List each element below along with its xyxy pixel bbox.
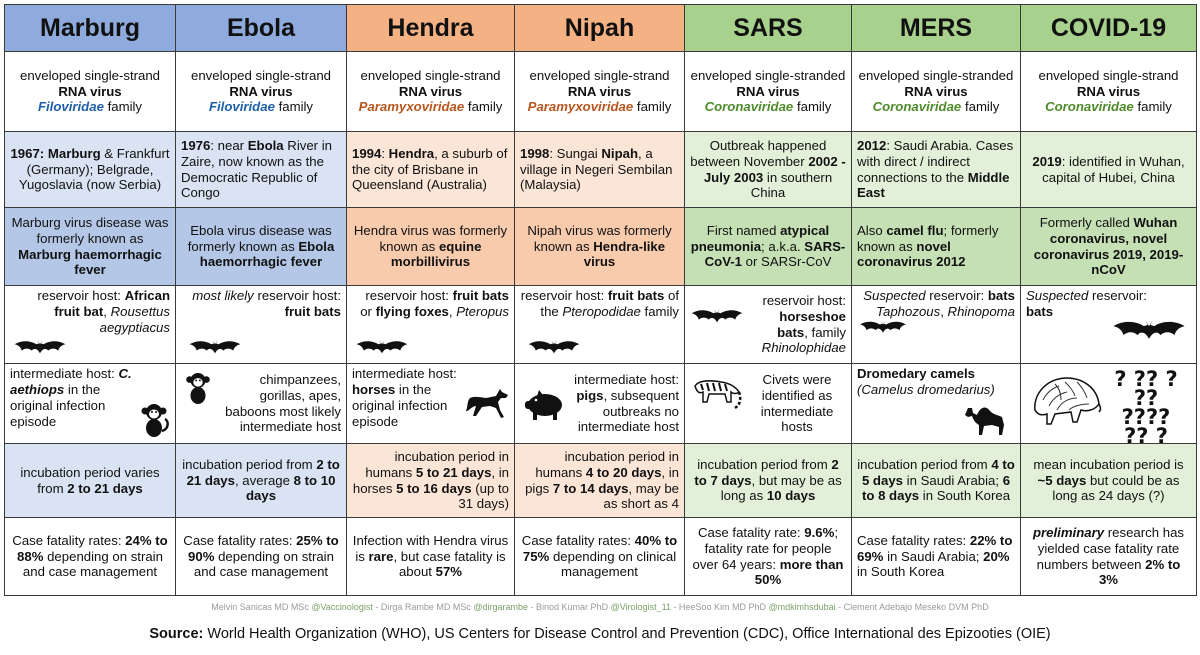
- type-covid19: enveloped single-strand RNA virus Corona…: [1020, 51, 1197, 132]
- camel-icon: [965, 407, 1004, 435]
- reservoir-hendra: reservoir host: fruit bats or flying fox…: [346, 285, 515, 364]
- incubation-mers: incubation period from 4 to 5 days in Sa…: [851, 443, 1021, 518]
- fatality-covid19: preliminary research has yielded case fa…: [1020, 517, 1197, 596]
- family-label: Paramyxoviridae: [358, 99, 465, 115]
- reservoir-sars: reservoir host: horseshoe bats, family R…: [684, 285, 852, 364]
- twitter-handle: @mdkimhsdubai: [768, 602, 836, 612]
- fatality-ebola: Case fatality rates: 25% to 90% dependin…: [175, 517, 347, 596]
- former-sars: First named atypical pneumonia; a.k.a. S…: [684, 207, 852, 286]
- type-ebola: enveloped single-strand RNA virus Filovi…: [175, 51, 347, 132]
- source-line: Source: World Health Organization (WHO),…: [0, 626, 1200, 642]
- twitter-handle: @dirgarambe: [473, 602, 529, 612]
- former-hendra: Hendra virus was formerly known as equin…: [346, 207, 515, 286]
- fatality-hendra: Infection with Hendra virus is rare, but…: [346, 517, 515, 596]
- type-mers: enveloped single-stranded RNA virus Coro…: [851, 51, 1021, 132]
- intermediate-hendra: intermediate host: horses in the origina…: [346, 363, 515, 444]
- former-names-row: Marburg virus disease was formerly known…: [4, 207, 1197, 286]
- former-marburg: Marburg virus disease was formerly known…: [4, 207, 176, 286]
- type-hendra: enveloped single-strand RNA virus Paramy…: [346, 51, 515, 132]
- origin-nipah: 1998: Sungai Nipah, a village in Negeri …: [514, 131, 685, 208]
- intermediate-nipah: intermediate host: pigs, subsequent outb…: [514, 363, 685, 444]
- header-marburg: Marburg: [4, 4, 176, 52]
- type-sars: enveloped single-stranded RNA virus Coro…: [684, 51, 852, 132]
- incubation-row: incubation period varies from 2 to 21 da…: [4, 443, 1197, 518]
- civet-icon: [694, 380, 742, 410]
- fatality-marburg: Case fatality rates: 24% to 88% dependin…: [4, 517, 176, 596]
- bat-icon: [860, 320, 906, 333]
- reservoir-mers: Suspected reservoir: bats Taphozous, Rhi…: [851, 285, 1021, 364]
- family-label: Coronaviridae: [872, 99, 962, 115]
- incubation-sars: incubation period from 2 to 7 days, but …: [684, 443, 852, 518]
- origin-sars: Outbreak happened between November 2002 …: [684, 131, 852, 208]
- reservoir-marburg: reservoir host: African fruit bat, Rouse…: [4, 285, 176, 364]
- origin-hendra: 1994: Hendra, a suburb of the city of Br…: [346, 131, 515, 208]
- pig-icon: [525, 390, 562, 420]
- reservoir-nipah: reservoir host: fruit bats of the Pterop…: [514, 285, 685, 364]
- header-hendra: Hendra: [346, 4, 515, 52]
- bat-icon: [189, 339, 241, 354]
- incubation-hendra: incubation period in humans 5 to 21 days…: [346, 443, 515, 518]
- bat-icon: [14, 339, 66, 354]
- fatality-nipah: Case fatality rates: 40% to 75% dependin…: [514, 517, 685, 596]
- family-label: Coronaviridae: [704, 99, 794, 115]
- incubation-nipah: incubation period in humans 4 to 20 days…: [514, 443, 685, 518]
- header-mers: MERS: [851, 4, 1021, 52]
- incubation-ebola: incubation period from 2 to 21 days, ave…: [175, 443, 347, 518]
- bat-icon: [356, 339, 408, 354]
- source-text: World Health Organization (WHO), US Cent…: [203, 626, 1051, 642]
- question-marks: ? ?? ? ?? ???? ?? ? ???: [1114, 367, 1178, 444]
- incubation-marburg: incubation period varies from 2 to 21 da…: [4, 443, 176, 518]
- origin-row: 1967: Marburg & Frankfurt (Germany); Bel…: [4, 131, 1197, 208]
- origin-covid19: 2019: identified in Wuhan, capital of Hu…: [1020, 131, 1197, 208]
- origin-marburg: 1967: Marburg & Frankfurt (Germany); Bel…: [4, 131, 176, 208]
- twitter-handle: @Vaccinologist: [311, 602, 373, 612]
- intermediate-marburg: intermediate host: C. aethiops in the or…: [4, 363, 176, 444]
- former-nipah: Nipah virus was formerly known as Hendra…: [514, 207, 685, 286]
- former-ebola: Ebola virus disease was formerly known a…: [175, 207, 347, 286]
- origin-ebola: 1976: near Ebola River in Zaire, now kno…: [175, 131, 347, 208]
- fatality-row: Case fatality rates: 24% to 88% dependin…: [4, 517, 1197, 596]
- type-nipah: enveloped single-strand RNA virus Paramy…: [514, 51, 685, 132]
- reservoir-covid19: Suspected reservoir: bats: [1020, 285, 1197, 364]
- reservoir-ebola: most likely reservoir host: fruit bats: [175, 285, 347, 364]
- former-covid19: Formerly called Wuhan coronavirus, novel…: [1020, 207, 1197, 286]
- header-covid19: COVID-19: [1020, 4, 1197, 52]
- intermediate-sars: Civets were identified as intermediate h…: [684, 363, 852, 444]
- bat-icon: [1113, 319, 1185, 339]
- incubation-covid19: mean incubation period is ~5 days but co…: [1020, 443, 1197, 518]
- fatality-sars: Case fatality rate: 9.6%; fatality rate …: [684, 517, 852, 596]
- horse-icon: [466, 389, 508, 418]
- pangolin-icon: [1034, 377, 1102, 425]
- header-row: Marburg Ebola Hendra Nipah SARS MERS COV…: [4, 4, 1197, 52]
- twitter-handle: @Virologist_11: [610, 602, 671, 612]
- former-mers: Also camel flu; formerly known as novel …: [851, 207, 1021, 286]
- type-marburg: enveloped single-strand RNA virus Filovi…: [4, 51, 176, 132]
- header-nipah: Nipah: [514, 4, 685, 52]
- family-label: Filoviridae: [37, 99, 104, 115]
- monkey-icon: [141, 404, 169, 437]
- chimpanzee-icon: [186, 372, 210, 404]
- reservoir-row: reservoir host: African fruit bat, Rouse…: [4, 285, 1197, 364]
- bat-icon: [528, 339, 580, 354]
- family-label: Coronaviridae: [1045, 99, 1134, 115]
- virus-type-row: enveloped single-strand RNA virus Filovi…: [4, 51, 1197, 132]
- fatality-mers: Case fatality rates: 22% to 69% in Saudi…: [851, 517, 1021, 596]
- family-label: Paramyxoviridae: [527, 99, 634, 115]
- bat-icon: [691, 308, 743, 323]
- source-label: Source:: [149, 626, 204, 642]
- header-ebola: Ebola: [175, 4, 347, 52]
- intermediate-covid19: ? ?? ? ?? ???? ?? ? ???: [1020, 363, 1197, 444]
- family-label: Filoviridae: [208, 99, 275, 115]
- virus-comparison-table: Marburg Ebola Hendra Nipah SARS MERS COV…: [4, 4, 1197, 596]
- header-sars: SARS: [684, 4, 852, 52]
- origin-mers: 2012: Saudi Arabia. Cases with direct / …: [851, 131, 1021, 208]
- intermediate-mers: Dromedary camels (Camelus dromedarius): [851, 363, 1021, 444]
- credits-line: Melvin Sanicas MD MSc @Vaccinologist - D…: [211, 602, 989, 612]
- intermediate-host-row: intermediate host: C. aethiops in the or…: [4, 363, 1197, 444]
- intermediate-ebola: chimpanzees, gorillas, apes, baboons mos…: [175, 363, 347, 444]
